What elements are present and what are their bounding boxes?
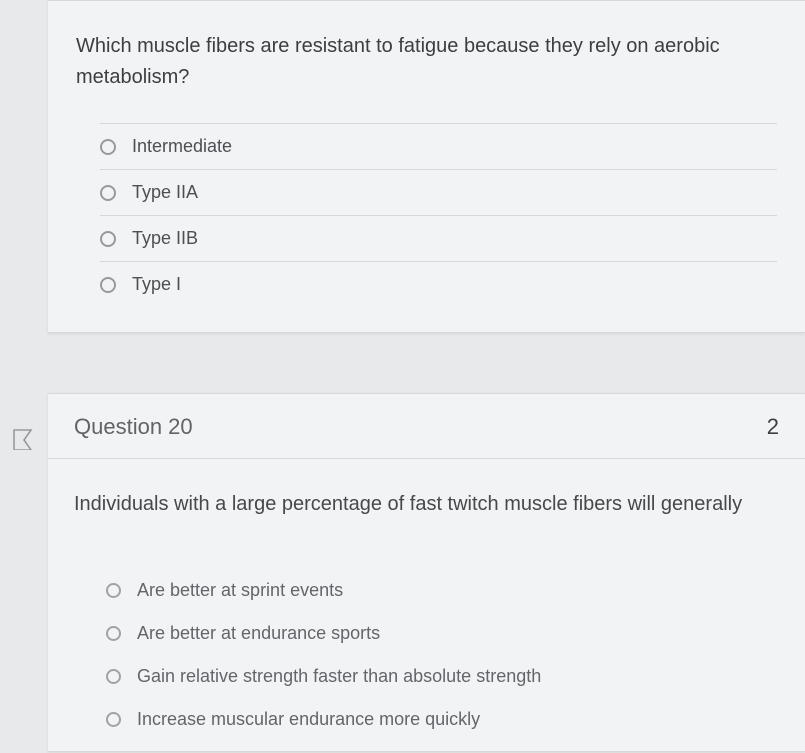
radio-icon [100,277,116,293]
answer-label: Type IIA [132,182,198,203]
radio-icon [100,139,116,155]
radio-icon [106,583,121,598]
question-body: Individuals with a large percentage of f… [48,459,805,539]
answer-option[interactable]: Are better at sprint events [106,569,779,612]
question-header: Question 20 2 [48,394,805,459]
radio-icon [106,712,121,727]
question-text: Individuals with a large percentage of f… [74,489,779,519]
question-card-20: Question 20 2 Individuals with a large p… [48,393,805,752]
bookmark-icon[interactable] [10,428,36,455]
question-text: Which muscle fibers are resistant to fat… [48,1,805,123]
question-points: 2 [767,414,779,440]
answer-option[interactable]: Gain relative strength faster than absol… [106,655,779,698]
question-card-19: Which muscle fibers are resistant to fat… [48,0,805,333]
question-title: Question 20 [74,414,193,440]
answer-option[interactable]: Increase muscular endurance more quickly [106,698,779,741]
answer-list: Are better at sprint events Are better a… [48,539,805,751]
answer-option[interactable]: Are better at endurance sports [106,612,779,655]
answer-label: Type IIB [132,228,198,249]
radio-icon [100,185,116,201]
radio-icon [100,231,116,247]
answer-option[interactable]: Intermediate [100,123,777,169]
answer-label: Increase muscular endurance more quickly [137,709,480,730]
radio-icon [106,669,121,684]
answer-option[interactable]: Type IIA [100,169,777,215]
answer-label: Gain relative strength faster than absol… [137,666,541,687]
answer-label: Are better at sprint events [137,580,343,601]
radio-icon [106,626,121,641]
answer-option[interactable]: Type IIB [100,215,777,261]
answer-label: Are better at endurance sports [137,623,380,644]
answer-option[interactable]: Type I [100,261,777,307]
answer-list: Intermediate Type IIA Type IIB Type I [48,123,805,307]
answer-label: Intermediate [132,136,232,157]
answer-label: Type I [132,274,181,295]
